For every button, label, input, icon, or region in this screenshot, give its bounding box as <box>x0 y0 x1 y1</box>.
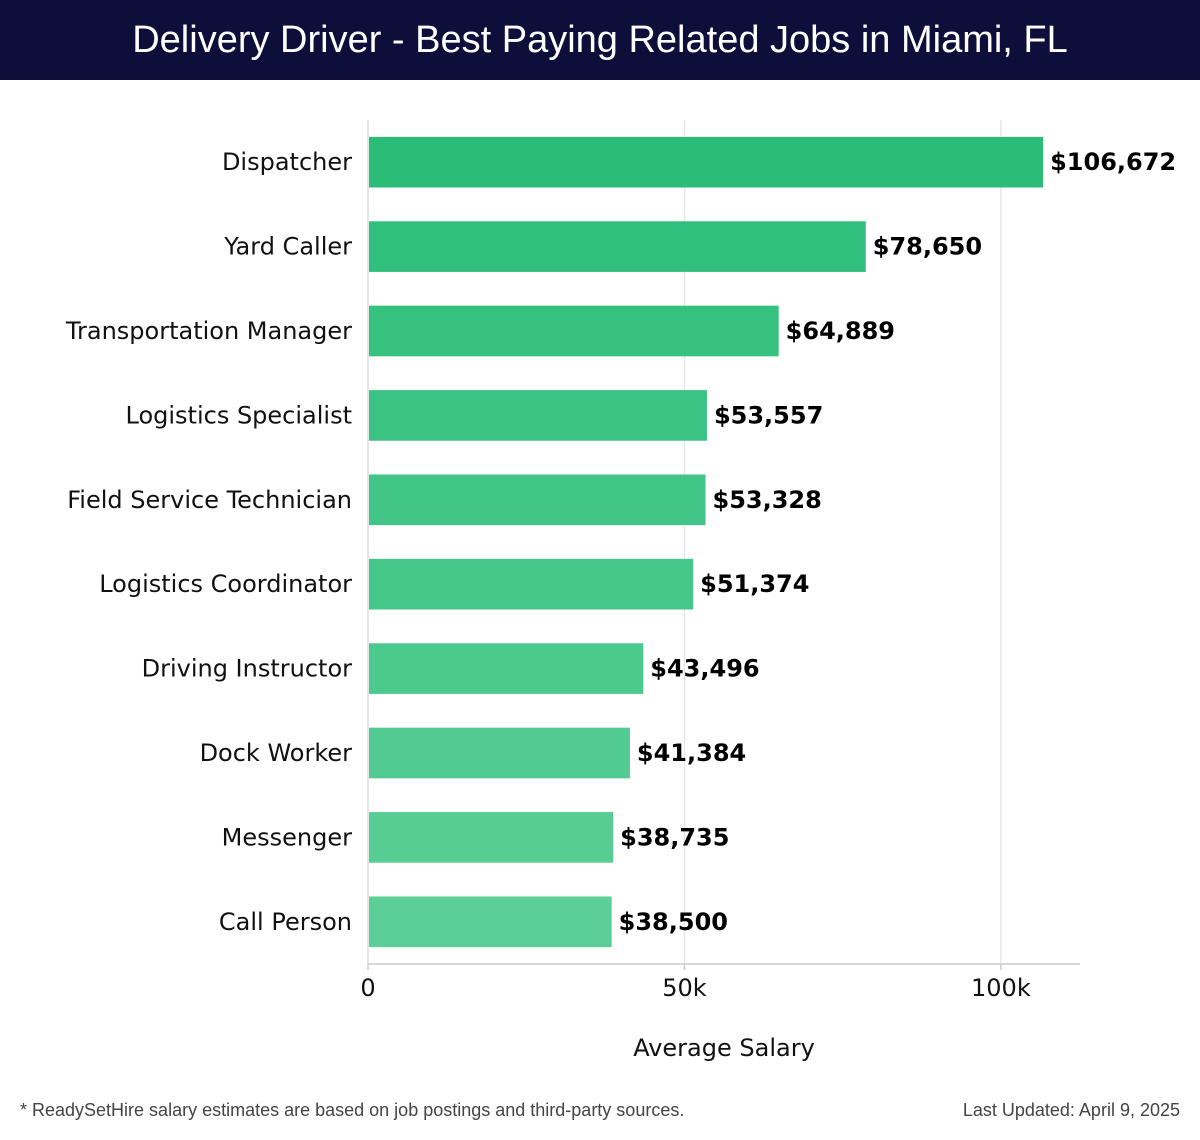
x-tick-label: 0 <box>360 974 375 1002</box>
data-label: $106,672 <box>1050 148 1176 176</box>
last-updated: Last Updated: April 9, 2025 <box>962 1100 1180 1120</box>
data-label: $53,328 <box>713 486 822 514</box>
category-label: Yard Caller <box>223 233 352 261</box>
bar <box>369 474 706 526</box>
data-label: $78,650 <box>873 233 982 261</box>
bar <box>369 221 866 272</box>
bar <box>369 558 694 610</box>
category-label: Transportation Manager <box>65 317 352 345</box>
data-label: $64,889 <box>786 317 895 345</box>
bar <box>369 136 1044 188</box>
data-label: $41,384 <box>637 739 746 767</box>
bar <box>369 305 779 357</box>
category-label: Logistics Coordinator <box>99 570 352 598</box>
x-tick-label: 50k <box>662 974 707 1002</box>
bar <box>369 390 707 441</box>
category-label: Dispatcher <box>222 148 352 176</box>
bar-chart: Dispatcher $106,672 Yard Caller $78,650 Tran… <box>65 120 1176 1062</box>
x-tick-label: 100k <box>971 974 1031 1002</box>
category-label: Logistics Specialist <box>126 401 353 429</box>
data-label: $43,496 <box>650 655 759 683</box>
bar <box>369 812 614 863</box>
data-label: $51,374 <box>700 570 809 598</box>
category-label: Field Service Technician <box>67 486 352 514</box>
chart-title: Delivery Driver - Best Paying Related Jo… <box>132 18 1068 61</box>
chart-title-bar: Delivery Driver - Best Paying Related Jo… <box>0 0 1200 80</box>
data-label: $38,735 <box>620 823 729 851</box>
bar <box>369 727 630 779</box>
category-label: Call Person <box>219 908 352 936</box>
category-label: Dock Worker <box>200 739 353 767</box>
category-label: Driving Instructor <box>142 655 353 683</box>
category-label: Messenger <box>222 823 352 851</box>
bar <box>369 896 612 948</box>
x-axis-label: Average Salary <box>633 1034 815 1062</box>
bar <box>369 643 644 694</box>
data-label: $53,557 <box>714 401 823 429</box>
footnote: * ReadySetHire salary estimates are base… <box>20 1100 685 1120</box>
data-label: $38,500 <box>619 908 728 936</box>
